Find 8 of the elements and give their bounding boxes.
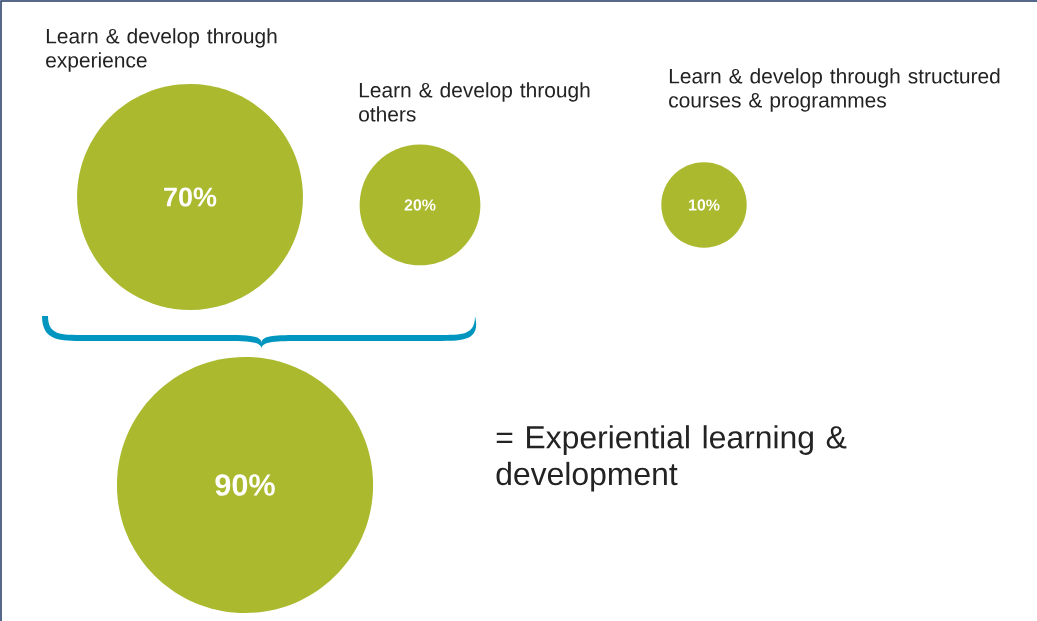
category-label: Learn & develop through experience (46, 28, 277, 72)
category-label: Learn & develop through others (359, 82, 590, 122)
data-label: 90% (215, 474, 275, 496)
category-label: = Experiential learning & development (496, 425, 847, 492)
data-label: 10% (689, 199, 720, 211)
data-label: 20% (404, 199, 436, 211)
category-label: Learn & develop through structured courses & programmes (669, 68, 1000, 112)
data-label: 70% (164, 187, 217, 207)
